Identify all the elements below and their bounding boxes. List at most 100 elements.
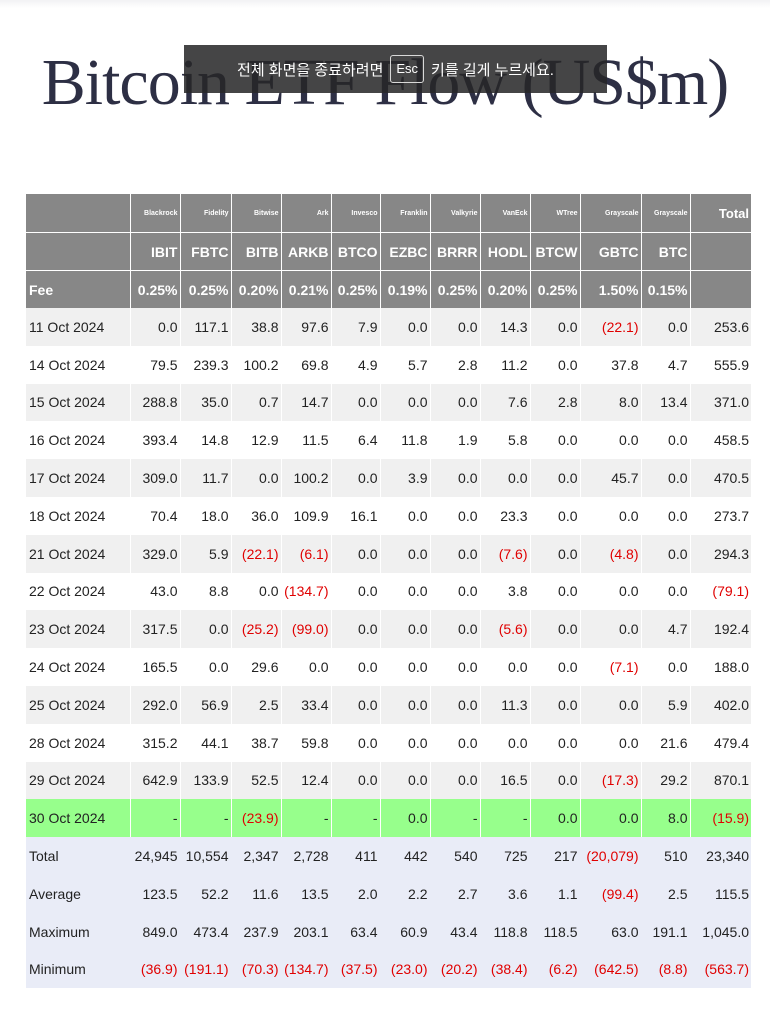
summary-value: 2.0 [331, 874, 381, 913]
esc-key-badge: Esc [390, 55, 425, 83]
issuer-header-cell: Ark [281, 194, 332, 233]
table-row: 24 Oct 2024 165.5 0.0 29.6 0.0 0.0 0.0 0.0 0.0 0.… [26, 648, 751, 686]
flow-value: 188.0 [690, 648, 751, 686]
table-row: 23 Oct 2024 317.5 0.0 (25.2) (99.0) 0.0 0.0 0.0… [26, 610, 751, 649]
flow-value: 70.4 [130, 496, 181, 535]
flow-value: 0.0 [430, 685, 481, 724]
issuer-header-cell: Grayscale [580, 194, 642, 233]
flow-value: 12.9 [231, 421, 282, 460]
flow-value: 16.1 [331, 496, 381, 535]
summary-value: 411 [331, 837, 381, 875]
flow-value: 0.0 [580, 496, 642, 535]
etf-flow-table: Blackrock Fidelity Bitwise Ark Invesco Frankl… [26, 194, 751, 989]
flow-value: 0.0 [430, 723, 481, 762]
issuer-header-cell: Total [690, 194, 751, 233]
flow-value: 0.0 [430, 648, 481, 686]
flow-value: 29.6 [231, 648, 282, 686]
summary-value: 237.9 [231, 912, 282, 951]
row-date: 23 Oct 2024 [26, 610, 131, 649]
summary-value: 1.1 [530, 874, 581, 913]
summary-value: (191.1) [180, 950, 232, 989]
flow-value: 0.0 [231, 572, 282, 611]
flow-value: 5.9 [180, 534, 232, 573]
table-row: 14 Oct 2024 79.5 239.3 100.2 69.8 4.9 5.7 2.8 11… [26, 345, 751, 384]
flow-value: 273.7 [690, 496, 751, 535]
flow-value: 37.8 [580, 345, 642, 384]
flow-value: 2.8 [530, 383, 581, 422]
fullscreen-exit-notice: 전체 화면을 종료하려면 Esc 키를 길게 누르세요. [184, 45, 607, 93]
flow-value: (22.1) [231, 534, 282, 573]
ticker-header-cell: BITB [231, 232, 282, 271]
flow-value: 4.9 [331, 345, 381, 384]
flow-value: 0.0 [641, 496, 691, 535]
summary-value: (38.4) [480, 950, 531, 989]
flow-value: 0.0 [530, 572, 581, 611]
flow-value: 371.0 [690, 383, 751, 422]
flow-value: 0.0 [331, 685, 381, 724]
fee-header-cell: 0.15% [641, 270, 691, 308]
flow-value: 56.9 [180, 685, 232, 724]
flow-value: 0.0 [530, 648, 581, 686]
flow-value: 0.0 [480, 648, 531, 686]
flow-value: 0.0 [331, 459, 381, 497]
flow-value: 0.0 [580, 572, 642, 611]
summary-value: (6.2) [530, 950, 581, 989]
flow-value: (23.9) [231, 799, 282, 838]
flow-value: 0.0 [480, 459, 531, 497]
flow-value: 253.6 [690, 308, 751, 346]
flow-value: 14.3 [480, 308, 531, 346]
flow-value: 0.0 [331, 761, 381, 800]
table-row: 21 Oct 2024 329.0 5.9 (22.1) (6.1) 0.0 0.0 0.0(… [26, 534, 751, 573]
flow-value: 402.0 [690, 685, 751, 724]
flow-value: 309.0 [130, 459, 181, 497]
flow-value: 5.7 [380, 345, 431, 384]
flow-value: 0.0 [530, 459, 581, 497]
flow-value: (25.2) [231, 610, 282, 649]
flow-value: 165.5 [130, 648, 181, 686]
fee-header-cell: Fee [26, 270, 131, 308]
summary-value: 473.4 [180, 912, 232, 951]
table-row: 18 Oct 2024 70.4 18.0 36.0 109.9 16.1 0.0 0.0 23… [26, 496, 751, 535]
summary-value: (8.8) [641, 950, 691, 989]
flow-value: 192.4 [690, 610, 751, 649]
flow-value: 0.0 [380, 685, 431, 724]
flow-value: 239.3 [180, 345, 232, 384]
flow-value: 11.7 [180, 459, 232, 497]
table-row: 30 Oct 2024- - (23.9) - -0.0- -0.0 0.0 8.0 (15.9… [26, 799, 751, 838]
issuer-header-cell: Fidelity [180, 194, 232, 233]
summary-row: Average 123.5 52.2 11.6 13.5 2.0 2.2 2.7 3.6 1.1(… [26, 874, 751, 913]
fee-header-cell [690, 270, 751, 308]
flow-value: 0.0 [331, 648, 381, 686]
flow-value: 0.0 [641, 308, 691, 346]
flow-value: 117.1 [180, 308, 232, 346]
flow-value: 8.8 [180, 572, 232, 611]
ticker-header-cell: HODL [480, 232, 531, 271]
flow-value: 18.0 [180, 496, 232, 535]
row-date: 15 Oct 2024 [26, 383, 131, 422]
flow-value: 0.0 [530, 345, 581, 384]
row-date: 14 Oct 2024 [26, 345, 131, 384]
flow-value: 0.0 [380, 383, 431, 422]
flow-value: 0.0 [380, 534, 431, 573]
ticker-header-cell: BRRR [430, 232, 481, 271]
summary-value: 23,340 [690, 837, 751, 875]
flow-value: - [130, 799, 181, 838]
row-date: 25 Oct 2024 [26, 685, 131, 724]
summary-label: Maximum [26, 912, 131, 951]
flow-value: 555.9 [690, 345, 751, 384]
flow-value: 0.0 [580, 685, 642, 724]
flow-value: 69.8 [281, 345, 332, 384]
issuer-header-cell: WTree [530, 194, 581, 233]
flow-value: 3.9 [380, 459, 431, 497]
summary-value: 2.2 [380, 874, 431, 913]
table-row: 22 Oct 2024 43.0 8.8 0.0 (134.7) 0.0 0.0 0.0 3.8… [26, 572, 751, 611]
notice-text-after: 키를 길게 누르세요. [431, 61, 554, 79]
summary-value: 2,347 [231, 837, 282, 875]
flow-value: 6.4 [331, 421, 381, 460]
summary-row: Minimum (36.9) (191.1) (70.3) (134.7) (37.5)(… [26, 950, 751, 989]
summary-value: 442 [380, 837, 431, 875]
tickers-header-row: IBIT FBTC BITB ARKB BTCO EZBC BRRR HODL BTCW GBTC… [26, 232, 751, 271]
flow-value: (79.1) [690, 572, 751, 611]
flow-value: 0.0 [580, 610, 642, 649]
flow-value: 14.7 [281, 383, 332, 422]
